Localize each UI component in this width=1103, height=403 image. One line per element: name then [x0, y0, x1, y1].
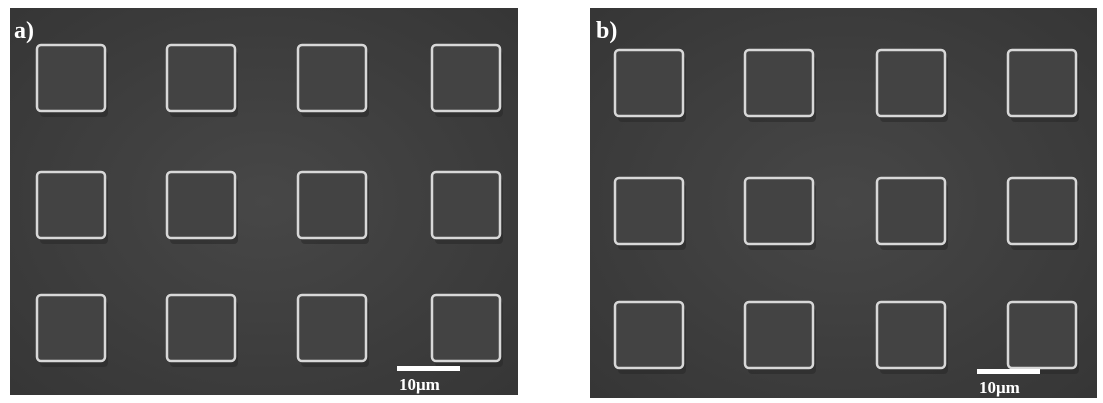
pillar — [1008, 302, 1076, 368]
pillar — [167, 295, 235, 361]
pillar — [745, 302, 813, 368]
pillar — [298, 295, 366, 361]
scale-bar-label: 10μm — [979, 378, 1020, 397]
pillar — [432, 295, 500, 361]
pillar — [877, 302, 945, 368]
scale-bar — [397, 366, 460, 371]
pillar — [167, 172, 235, 238]
pillar — [167, 45, 235, 111]
figure: a) b) 10μm 10μm — [0, 0, 1103, 403]
pillar — [615, 302, 683, 368]
pillar — [615, 50, 683, 116]
pillar — [615, 178, 683, 244]
pillar — [298, 45, 366, 111]
pillar — [37, 295, 105, 361]
pillar — [37, 45, 105, 111]
pillar — [1008, 50, 1076, 116]
pillar — [745, 50, 813, 116]
page: a) b) 10μm 10μm (() => { const data = JS… — [0, 0, 1103, 403]
pillar-grid — [37, 45, 1079, 374]
pillar — [298, 172, 366, 238]
pillar — [745, 178, 813, 244]
pillar — [432, 45, 500, 111]
scale-bar — [977, 369, 1040, 374]
pillar — [1008, 178, 1076, 244]
pillar — [432, 172, 500, 238]
pillar — [877, 50, 945, 116]
pillar — [877, 178, 945, 244]
panel-label: a) — [14, 18, 34, 44]
pillar — [37, 172, 105, 238]
scale-bar-label: 10μm — [399, 375, 440, 394]
panel-label: b) — [596, 18, 617, 44]
